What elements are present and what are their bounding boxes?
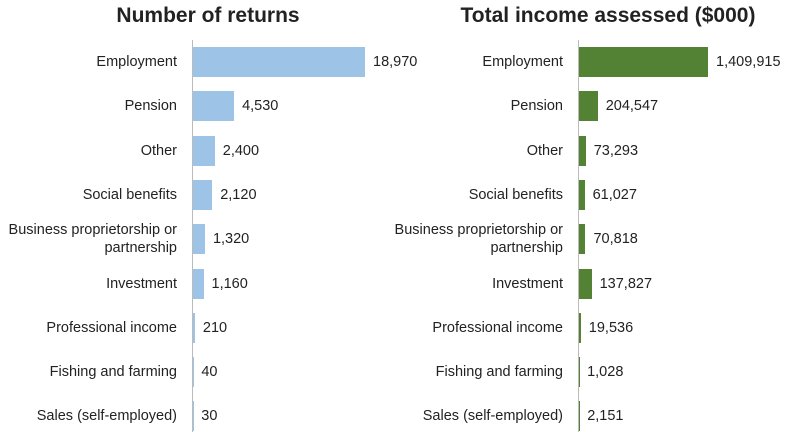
bar xyxy=(579,179,585,210)
value-label: 137,827 xyxy=(599,275,653,292)
bar xyxy=(579,312,581,343)
value-label: 1,409,915 xyxy=(716,54,781,70)
category-label: Sales (self-employed) xyxy=(36,408,177,425)
chart-title: Total income assessed ($000) xyxy=(460,4,756,27)
category-label: Employment xyxy=(482,54,563,70)
value-label: 4,530 xyxy=(242,98,279,115)
bar xyxy=(579,268,592,299)
category-label: Fishing and farming xyxy=(435,364,563,381)
category-label: Social benefits xyxy=(468,186,563,203)
category-label: Employment xyxy=(96,54,177,70)
bar xyxy=(579,224,586,255)
value-label: 70,818 xyxy=(593,231,638,248)
value-label: 2,400 xyxy=(222,142,260,159)
bar xyxy=(579,135,586,166)
category-label: Social benefits xyxy=(82,186,177,203)
category-label: Investment xyxy=(492,275,563,292)
category-label: Investment xyxy=(106,275,177,292)
category-label: Professional income xyxy=(432,319,563,336)
value-label: 73,293 xyxy=(593,142,639,159)
category-label: Other xyxy=(140,142,177,159)
value-label: 1,028 xyxy=(587,364,624,381)
bar xyxy=(193,179,213,210)
value-label: 18,970 xyxy=(373,54,418,70)
bar xyxy=(579,91,598,122)
value-label: 204,547 xyxy=(605,98,659,115)
axis-line xyxy=(578,40,579,432)
category-label: Pension xyxy=(124,98,177,115)
axis-line xyxy=(192,40,193,432)
bar xyxy=(579,47,708,77)
bar xyxy=(193,135,215,166)
bar xyxy=(193,268,204,299)
chart-title: Number of returns xyxy=(116,4,300,27)
category-label: Fishing and farming xyxy=(49,364,177,381)
value-label: 19,536 xyxy=(588,319,634,336)
value-label: 2,120 xyxy=(220,186,257,203)
value-label: 61,027 xyxy=(592,186,637,203)
bar xyxy=(193,91,235,122)
category-label: Business proprietorship or partnership xyxy=(8,222,177,257)
category-label: Other xyxy=(526,142,563,159)
value-label: 40 xyxy=(201,364,218,381)
value-label: 2,151 xyxy=(587,408,624,425)
value-label: 30 xyxy=(201,408,218,425)
bar xyxy=(193,312,195,343)
value-label: 1,160 xyxy=(211,275,248,292)
value-label: 1,320 xyxy=(212,231,250,248)
category-label: Pension xyxy=(510,98,563,115)
bar xyxy=(193,224,205,255)
value-label: 210 xyxy=(202,319,228,336)
category-label: Professional income xyxy=(46,319,177,336)
category-label: Business proprietorship or partnership xyxy=(394,222,563,257)
category-label: Sales (self-employed) xyxy=(422,408,563,425)
bar xyxy=(193,47,365,77)
